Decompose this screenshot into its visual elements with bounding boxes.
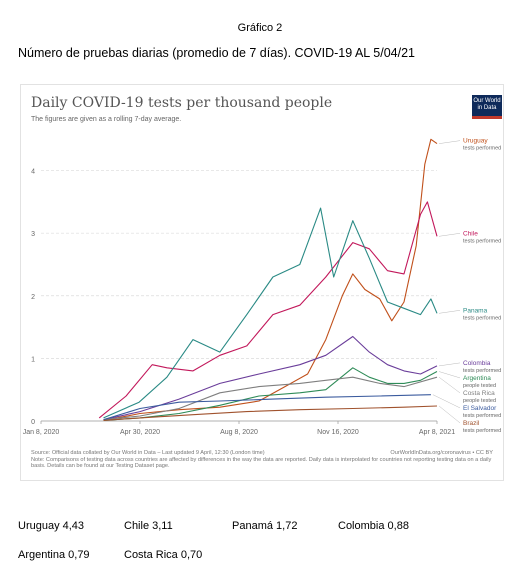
legend-label-el-salvador: El Salvador [463, 405, 497, 412]
legend-leader-argentina [438, 371, 461, 379]
series-line-costa-rica [103, 376, 438, 421]
series-line-chile [98, 201, 438, 419]
legend-leader-uruguay [438, 140, 461, 144]
legend-label-panama: Panama [463, 307, 488, 314]
series-line-uruguay [107, 138, 438, 421]
x-tick-label-0: Jan 8, 2020 [23, 429, 60, 436]
owid-logo-line1: Our World [473, 98, 501, 104]
y-tick-label-2: 2 [31, 294, 35, 301]
owid-logo[interactable]: Our World in Data [472, 95, 502, 119]
legend-unit-brazil: tests performed [463, 428, 501, 434]
series-line-brazil [103, 405, 438, 421]
summary-value-colombia: Colombia 0,88 [338, 520, 409, 532]
chart-source-url[interactable]: OurWorldInData.org/coronavirus • CC BY [390, 450, 493, 456]
legend-label-chile: Chile [463, 230, 478, 237]
legend-leader-chile [438, 233, 461, 237]
line-chart: 0 1 2 3 4 Jan 8, 2020 Apr 30, 2020 Aug 8, 2020 N… [23, 138, 502, 436]
y-tick-label-3: 3 [31, 231, 35, 238]
chart-title: Daily COVID-19 tests per thousand people [31, 95, 333, 111]
chart-subtitle: The figures are given as a rolling 7-day… [31, 116, 182, 123]
owid-logo-line2: in Data [477, 105, 497, 111]
legend-label-colombia: Colombia [463, 360, 491, 367]
legend-leader-el-salvador [432, 394, 461, 409]
summary-value-argentina: Argentina 0,79 [18, 549, 90, 561]
legend-leader-panama [438, 310, 461, 314]
chart-note: Note: Comparisons of testing data across… [31, 456, 492, 470]
series-line-colombia [103, 335, 438, 421]
chart-source: Source: Official data collated by Our Wo… [31, 450, 265, 456]
y-tick-label-0: 0 [31, 419, 35, 426]
chart-footer: Source: Official data collated by Our Wo… [31, 450, 493, 470]
summary-value-uruguay: Uruguay 4,43 [18, 520, 85, 532]
x-tick-label-2: Aug 8, 2020 [220, 429, 258, 436]
summary-value-chile: Chile 3,11 [124, 520, 173, 532]
legend-label-uruguay: Uruguay [463, 138, 488, 145]
x-tick-label-1: Apr 30, 2020 [120, 429, 160, 436]
legend-unit-uruguay: tests performed [463, 146, 501, 152]
figure-caption: Gráfico 2 [237, 22, 283, 34]
x-tick-label-4: Apr 8, 2021 [419, 429, 455, 436]
summary-value-costa-rica: Costa Rica 0,70 [124, 549, 203, 561]
legend-unit-costa-rica: people tested [463, 398, 496, 404]
y-tick-label-4: 4 [31, 169, 35, 176]
legend-leader-colombia [438, 362, 461, 367]
legend-label-argentina: Argentina [463, 375, 491, 382]
legend-unit-colombia: tests performed [463, 368, 501, 374]
series-line-el-salvador [103, 394, 431, 421]
legend-unit-chile: tests performed [463, 238, 501, 244]
summary-value-panamá: Panamá 1,72 [232, 520, 298, 532]
chart-frame: Daily COVID-19 tests per thousand people… [20, 84, 504, 481]
legend-unit-argentina: people tested [463, 383, 496, 389]
legend-leader-costa-rica [438, 376, 461, 394]
y-tick-label-1: 1 [31, 356, 35, 363]
legend-label-costa-rica: Costa Rica [463, 390, 495, 397]
figure-heading: Número de pruebas diarias (promedio de 7… [18, 46, 415, 60]
legend-leader-brazil [438, 405, 461, 424]
legend-label-brazil: Brazil [463, 420, 480, 427]
legend-unit-panama: tests performed [463, 315, 501, 321]
series-line-panama [103, 207, 438, 419]
legend-unit-el-salvador: tests performed [463, 413, 501, 419]
x-tick-label-3: Nov 16, 2020 [317, 429, 359, 436]
series-line-argentina [103, 367, 438, 421]
